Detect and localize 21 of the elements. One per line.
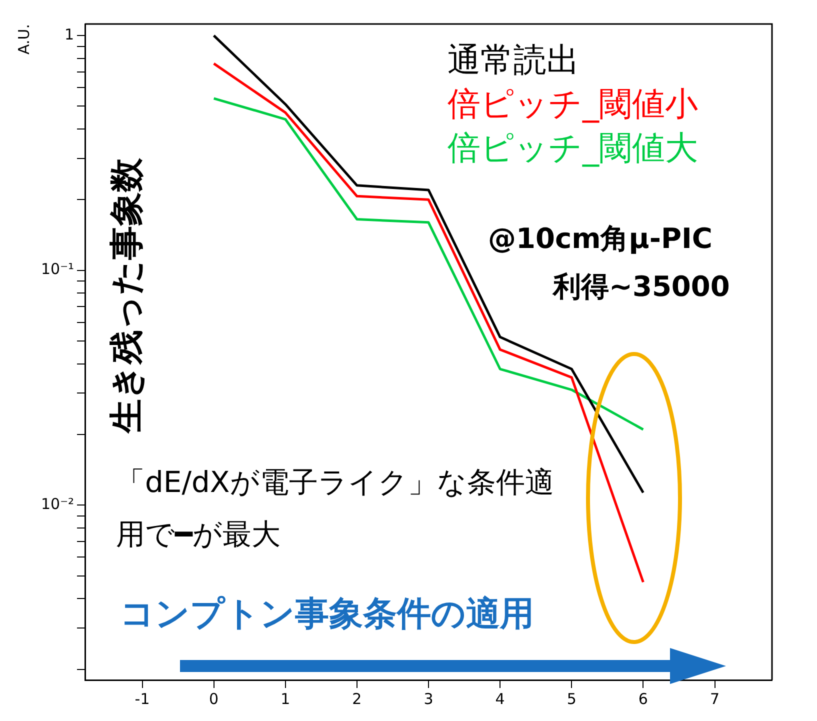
- series-label: 倍ピッチ_閾値大: [448, 127, 698, 169]
- x-tick-label: 0: [209, 690, 219, 708]
- x-tick-label: 6: [638, 690, 648, 708]
- y-tick-label: 1: [64, 25, 74, 44]
- y-tick-label: 10⁻²: [40, 495, 74, 514]
- annotation: @10cm角μ-PIC: [488, 221, 712, 257]
- y-tick-label: 10⁻¹: [40, 260, 74, 278]
- x-tick-label: -1: [134, 690, 150, 708]
- annotation: 「dE/dXが電子ライク」な条件適用で━が最大: [116, 456, 566, 560]
- annotation: 利得~35000: [553, 269, 730, 305]
- x-tick-label: 4: [495, 690, 505, 708]
- text: 通常読出: [448, 39, 580, 81]
- annotation: 生き残った事象数: [106, 158, 148, 433]
- x-tick-label: 1: [280, 690, 290, 708]
- x-tick-label: 2: [352, 690, 362, 708]
- annotation: コンプトン事象条件の適用: [120, 593, 534, 636]
- x-tick-label: 3: [424, 690, 434, 708]
- y-axis-title: A.U.: [14, 24, 33, 55]
- text: 倍ピッチ_閾値小: [448, 83, 698, 125]
- x-tick-label: 5: [566, 690, 576, 708]
- x-tick-label: 7: [710, 690, 720, 708]
